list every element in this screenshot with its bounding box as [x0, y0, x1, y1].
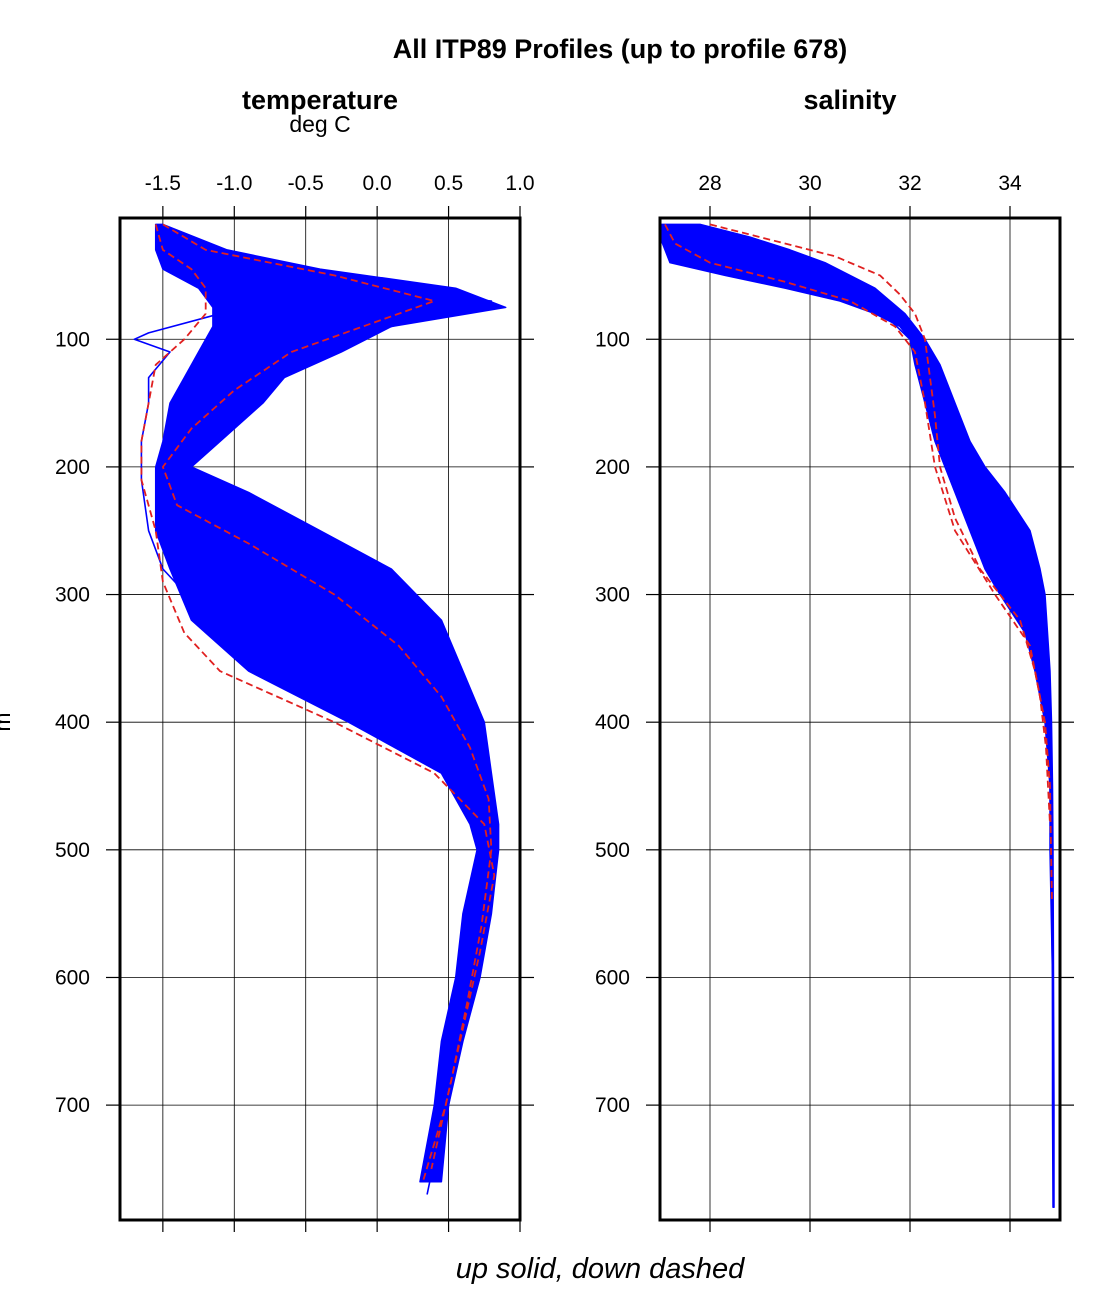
temperature-panel-title: temperature — [242, 85, 398, 115]
temperature-y-tick-label: 500 — [55, 839, 90, 862]
salinity-down-profile-line — [709, 223, 1053, 901]
salinity-y-tick-label: 500 — [595, 839, 630, 862]
salinity-x-tick-label: 32 — [898, 172, 921, 195]
salinity-panel: 28 30 32 34 100 200 300 400 500 600 700 — [595, 172, 1074, 1232]
salinity-panel-frame — [658, 216, 1062, 1222]
temperature-x-tick-label: -0.5 — [288, 172, 324, 195]
temperature-down-profile-line — [161, 223, 493, 1170]
temperature-up-profile-line — [154, 224, 493, 1182]
temperature-units-label: deg C — [289, 111, 350, 137]
salinity-y-tick-label: 400 — [595, 711, 630, 734]
temperature-x-tick-label: 0.5 — [434, 172, 463, 195]
salinity-x-tick-label: 30 — [798, 172, 821, 195]
temperature-profile-envelope — [154, 223, 507, 1183]
temperature-y-tick-label: 400 — [55, 711, 90, 734]
temperature-y-tick-label: 300 — [55, 584, 90, 607]
salinity-x-tick-label: 34 — [998, 172, 1022, 195]
salinity-panel-title: salinity — [803, 85, 896, 115]
salinity-y-tick-label: 200 — [595, 456, 630, 479]
salinity-up-profile-line — [674, 224, 1055, 1208]
temperature-y-tick-label: 100 — [55, 328, 90, 351]
salinity-y-tick-label: 300 — [595, 584, 630, 607]
temperature-x-tick-label: -1.0 — [216, 172, 252, 195]
temperature-up-profile-line — [133, 224, 486, 1195]
temperature-x-tick-label: 0.0 — [363, 172, 392, 195]
salinity-plot-area — [660, 223, 1055, 1208]
temperature-x-tick-label: 1.0 — [505, 172, 534, 195]
depth-axis-label: m — [0, 712, 15, 731]
salinity-profile-envelope — [660, 223, 1055, 1208]
temperature-down-profile-line — [140, 224, 496, 1182]
temperature-x-tick-label: -1.5 — [145, 172, 181, 195]
salinity-y-tick-label: 700 — [595, 1094, 630, 1117]
temperature-y-tick-label: 700 — [55, 1094, 90, 1117]
line-style-legend: up solid, down dashed — [456, 1253, 745, 1285]
salinity-x-tick-label: 28 — [698, 172, 721, 195]
temperature-panel: -1.5 -1.0 -0.5 0.0 0.5 1.0 100 200 300 400 500 600 7… — [55, 172, 535, 1232]
salinity-y-tick-label: 100 — [595, 328, 630, 351]
temperature-panel-frame — [118, 216, 522, 1222]
temperature-plot-area — [133, 223, 507, 1195]
temperature-y-tick-label: 200 — [55, 456, 90, 479]
salinity-down-profile-line — [664, 223, 1051, 825]
chart-title: All ITP89 Profiles (up to profile 678) — [393, 34, 848, 64]
salinity-y-tick-label: 600 — [595, 966, 630, 989]
temperature-y-tick-label: 600 — [55, 966, 90, 989]
